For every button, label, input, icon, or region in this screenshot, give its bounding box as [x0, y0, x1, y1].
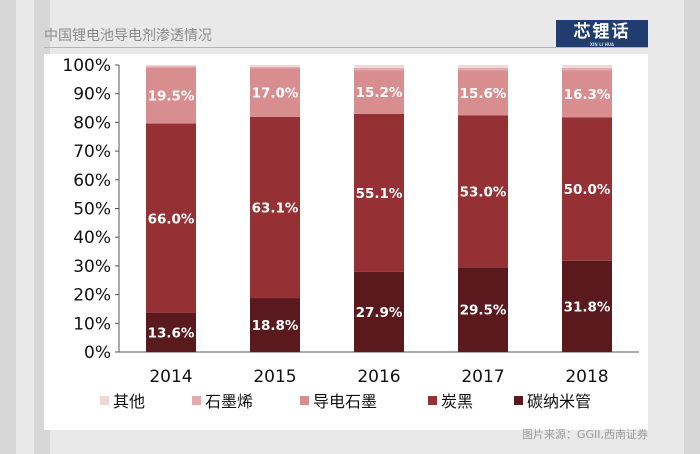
- legend-swatch: [100, 396, 109, 405]
- bar-segment: [354, 70, 404, 114]
- bar-segment: [250, 68, 300, 117]
- chart-panel: 0% 10% 20% 30% 40% 50% 60% 70% 80% 90% 100% 13.6% 66…: [44, 54, 648, 430]
- bar-segment: [354, 113, 404, 272]
- bar-segment: [146, 312, 196, 352]
- y-tick-label: 70%: [73, 142, 111, 162]
- data-label: 50.0%: [564, 182, 611, 198]
- data-label: 17.0%: [252, 86, 299, 102]
- bar-segment: [562, 117, 612, 261]
- bar-segment: [562, 70, 612, 118]
- background-stripe: [684, 0, 700, 454]
- source-note: 图片来源：GGII,西南证券: [521, 428, 648, 441]
- y-tick-label: 20%: [73, 286, 111, 306]
- bar-segment: [458, 70, 508, 116]
- bar-segment: [146, 123, 196, 313]
- data-label: 27.9%: [356, 305, 403, 321]
- header: 中国锂电池导电剂渗透情况 芯锂话 XIN LI HUA: [44, 18, 648, 48]
- y-tick-label: 60%: [73, 171, 111, 191]
- legend-label: 碳纳米管: [527, 392, 591, 411]
- y-tick-label: 50%: [73, 200, 111, 220]
- bar-segment: [458, 267, 508, 352]
- bar-segment: [562, 67, 612, 71]
- x-tick-label: 2016: [357, 367, 400, 387]
- legend-label: 其他: [113, 392, 145, 411]
- logo-text: 芯锂话: [573, 22, 631, 42]
- legend-swatch: [192, 396, 201, 405]
- bar-segment: [250, 65, 300, 67]
- y-tick-label: 100%: [62, 56, 111, 76]
- brand-logo: 芯锂话 XIN LI HUA: [556, 20, 648, 48]
- x-tick-label: 2014: [149, 367, 192, 387]
- y-tick-label: 40%: [73, 228, 111, 248]
- data-label: 19.5%: [148, 89, 195, 105]
- logo-subtitle: XIN LI HUA: [589, 42, 615, 47]
- bar-segment: [458, 65, 508, 68]
- bar-segment: [562, 65, 612, 68]
- legend-swatch: [514, 396, 523, 405]
- page-title: 中国锂电池导电剂渗透情况: [44, 28, 212, 44]
- bar-segment: [146, 67, 196, 124]
- legend-label: 导电石墨: [313, 392, 377, 411]
- bar-segment: [354, 67, 404, 71]
- x-tick-label: 2018: [565, 367, 608, 387]
- data-label: 29.5%: [460, 303, 507, 319]
- legend-label: 石墨烯: [205, 392, 253, 411]
- bar-segment: [250, 298, 300, 352]
- data-label: 31.8%: [564, 299, 611, 315]
- legend-swatch: [300, 396, 309, 405]
- data-label: 15.2%: [356, 85, 403, 101]
- data-label: 55.1%: [356, 186, 403, 202]
- x-tick-label: 2017: [461, 367, 504, 387]
- y-tick-label: 80%: [73, 113, 111, 133]
- bar-segment: [562, 260, 612, 352]
- data-label: 66.0%: [148, 211, 195, 227]
- data-label: 63.1%: [252, 200, 299, 216]
- y-tick-label: 30%: [73, 257, 111, 277]
- data-label: 18.8%: [252, 318, 299, 334]
- legend-label: 炭黑: [441, 392, 473, 411]
- bar-segment: [146, 65, 196, 67]
- bar-segment: [458, 115, 508, 268]
- header-divider: [44, 47, 648, 48]
- bar-segment: [146, 66, 196, 68]
- y-tick-label: 10%: [73, 314, 111, 334]
- bar-segment: [354, 65, 404, 68]
- bar-segment: [250, 66, 300, 69]
- bar-segment: [250, 116, 300, 299]
- y-tick-label: 90%: [73, 85, 111, 105]
- x-tick-label: 2015: [253, 367, 296, 387]
- legend-swatch: [428, 396, 437, 405]
- data-label: 53.0%: [460, 184, 507, 200]
- y-tick-label: 0%: [84, 343, 111, 363]
- bar-segment: [458, 67, 508, 71]
- bar-segment: [354, 271, 404, 352]
- background-stripe: [0, 0, 16, 454]
- data-label: 13.6%: [148, 325, 195, 341]
- data-label: 16.3%: [564, 87, 611, 103]
- data-label: 15.6%: [460, 86, 507, 102]
- stacked-bar-chart: 0% 10% 20% 30% 40% 50% 60% 70% 80% 90% 100% 13.6% 66…: [62, 56, 639, 411]
